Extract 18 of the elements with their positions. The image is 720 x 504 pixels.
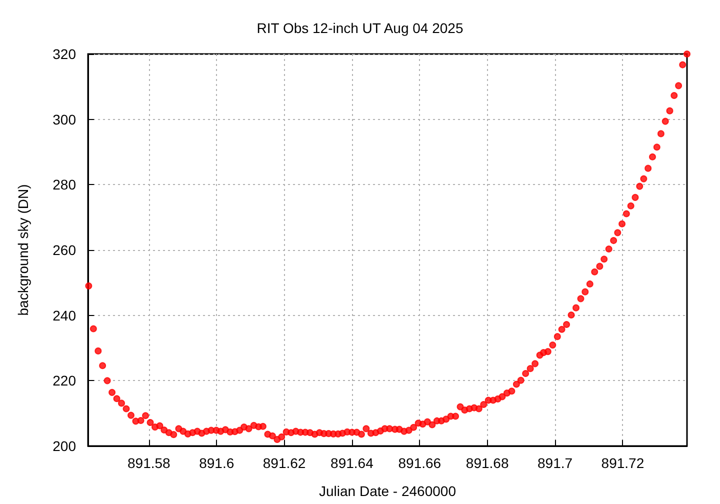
y-tick-label: 260 [52, 242, 76, 258]
x-tick-label: 891.72 [601, 455, 644, 471]
y-tick-label: 200 [52, 438, 76, 454]
x-tick-label: 891.58 [128, 455, 171, 471]
y-tick-label: 240 [52, 307, 76, 324]
x-tick-label: 891.6 [199, 455, 234, 471]
x-tick-label: 891.62 [262, 455, 306, 471]
x-axis-title: Julian Date - 2460000 [319, 483, 456, 499]
x-tick-label: 891.66 [398, 455, 442, 471]
y-axis-title: background sky (DN) [15, 184, 31, 316]
y-tick-label: 300 [52, 111, 76, 128]
y-tick-label: 280 [52, 176, 76, 193]
y-tick-label: 220 [52, 372, 76, 389]
x-tick-label: 891.68 [466, 455, 509, 471]
x-tick-label: 891.64 [330, 455, 374, 471]
x-tick-label: 891.7 [537, 455, 573, 471]
y-tick-label: 320 [52, 46, 76, 62]
chart-title: RIT Obs 12-inch UT Aug 04 2025 [256, 20, 464, 36]
